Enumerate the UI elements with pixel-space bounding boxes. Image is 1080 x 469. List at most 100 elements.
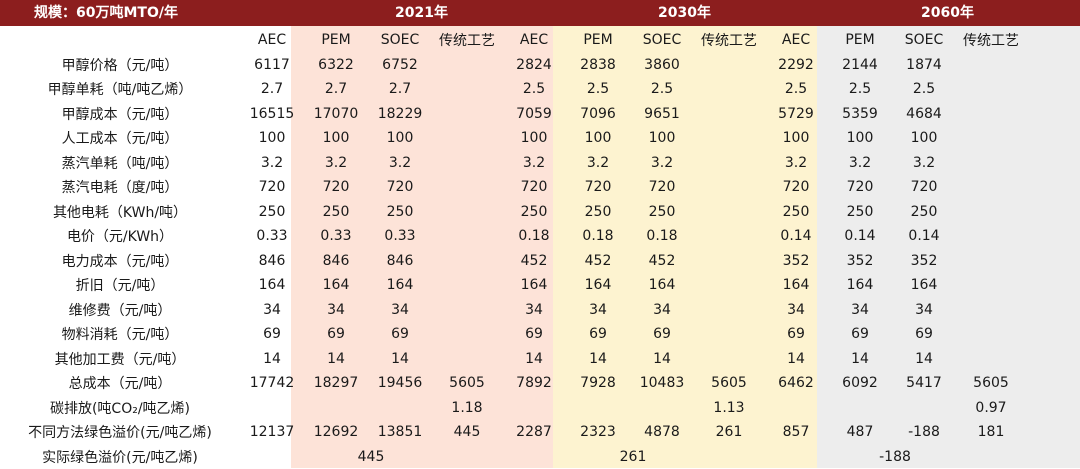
table-cell: 14 — [828, 347, 892, 372]
table-cell: 34 — [828, 298, 892, 323]
table-cell — [956, 53, 1026, 78]
table-cell — [956, 151, 1026, 176]
table-cell: 6117 — [240, 53, 304, 78]
row-label: 总成本（元/吨） — [0, 371, 240, 396]
table-cell: 2.5 — [502, 77, 566, 102]
table-cell: 846 — [240, 249, 304, 274]
table-cell: 10483 — [630, 371, 694, 396]
table-cell — [764, 396, 828, 421]
table-cell: 0.18 — [502, 224, 566, 249]
table-cell: 2.7 — [240, 77, 304, 102]
table-cell: 100 — [502, 126, 566, 151]
table-cell — [694, 53, 764, 78]
table-cell: 181 — [956, 420, 1026, 445]
row-label: 甲醇成本（元/吨） — [0, 102, 240, 127]
table-cell — [956, 273, 1026, 298]
table-cell — [432, 102, 502, 127]
table-cell: 0.18 — [630, 224, 694, 249]
table-cell — [432, 53, 502, 78]
table-cell: 720 — [566, 175, 630, 200]
table-cell: 3.2 — [502, 151, 566, 176]
table-cell: 5417 — [892, 371, 956, 396]
table-cell: 3.2 — [368, 151, 432, 176]
table-cell: 352 — [764, 249, 828, 274]
table-cell: 487 — [828, 420, 892, 445]
table-cell: 2.7 — [304, 77, 368, 102]
table-cell: 2.5 — [630, 77, 694, 102]
table-cell — [694, 273, 764, 298]
table-cell: 0.97 — [956, 396, 1026, 421]
table-cell: 2144 — [828, 53, 892, 78]
table-cell: -188 — [892, 420, 956, 445]
table-cell: 164 — [630, 273, 694, 298]
table-cell — [304, 396, 368, 421]
table-cell — [694, 224, 764, 249]
table-cell: 69 — [368, 322, 432, 347]
table-cell: 14 — [240, 347, 304, 372]
table-cell: 14 — [764, 347, 828, 372]
table-cell: 100 — [566, 126, 630, 151]
table-cell: 3.2 — [828, 151, 892, 176]
table-cell: 69 — [240, 322, 304, 347]
table-cell — [694, 249, 764, 274]
table-cell: 164 — [764, 273, 828, 298]
column-header: SOEC — [892, 28, 956, 53]
table-cell: 720 — [764, 175, 828, 200]
row-label: 甲醇单耗（吨/吨乙烯） — [0, 77, 240, 102]
table-cell: 0.33 — [304, 224, 368, 249]
table-cell: 250 — [304, 200, 368, 225]
table-cell: 0.14 — [828, 224, 892, 249]
table-cell: 720 — [630, 175, 694, 200]
table-cell: 69 — [304, 322, 368, 347]
table-cell — [956, 249, 1026, 274]
table-cell — [694, 175, 764, 200]
table-cell: 34 — [368, 298, 432, 323]
table-cell: 261 — [694, 420, 764, 445]
table-cell: 5605 — [432, 371, 502, 396]
row-label: 电力成本（元/吨） — [0, 249, 240, 274]
period-2060-heading: 2060年 — [921, 3, 974, 23]
table-cell: 3.2 — [240, 151, 304, 176]
table-cell: 0.33 — [240, 224, 304, 249]
table-cell: 6752 — [368, 53, 432, 78]
table-cell: 6092 — [828, 371, 892, 396]
table-cell: 34 — [304, 298, 368, 323]
table-header-bar: 规模：60万吨MTO/年 2021年 2030年 2060年 — [0, 0, 1080, 26]
table-cell: 452 — [630, 249, 694, 274]
table-cell: 0.14 — [764, 224, 828, 249]
column-header: PEM — [828, 28, 892, 53]
table-cell: 12137 — [240, 420, 304, 445]
column-header: PEM — [566, 28, 630, 53]
table-cell: 7892 — [502, 371, 566, 396]
table-cell: 250 — [828, 200, 892, 225]
table-cell — [956, 77, 1026, 102]
table-cell — [432, 322, 502, 347]
row-label: 物料消耗（元/吨） — [0, 322, 240, 347]
row-label: 其他加工费（元/吨） — [0, 347, 240, 372]
summary-label: 实际绿色溢价(元/吨乙烯) — [0, 445, 240, 469]
table-cell: 250 — [764, 200, 828, 225]
column-header: 传统工艺 — [956, 28, 1026, 53]
period-2030-heading: 2030年 — [658, 3, 711, 23]
table-cell: 69 — [892, 322, 956, 347]
table-cell — [956, 322, 1026, 347]
table-cell — [956, 175, 1026, 200]
table-cell: 846 — [304, 249, 368, 274]
table-cell: 164 — [566, 273, 630, 298]
table-cell — [432, 200, 502, 225]
table-cell: 5359 — [828, 102, 892, 127]
table-cell: 14 — [304, 347, 368, 372]
table-cell — [566, 396, 630, 421]
table-cell: 18297 — [304, 371, 368, 396]
table-cell: 4684 — [892, 102, 956, 127]
